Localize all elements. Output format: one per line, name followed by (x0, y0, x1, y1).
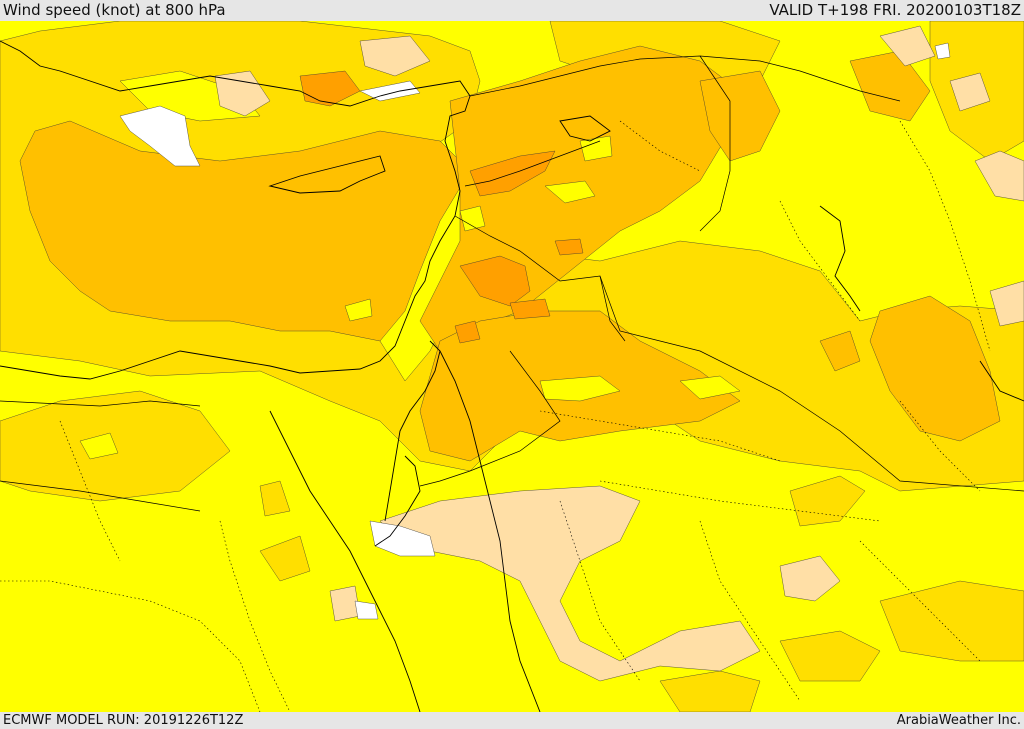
map-footer: ECMWF MODEL RUN: 20191226T12Z ArabiaWeat… (0, 712, 1024, 729)
field-calm (119, 42, 951, 620)
country-borders (0, 55, 1024, 512)
region-boundaries (0, 120, 991, 712)
coastlines (0, 40, 1024, 712)
map-title: Wind speed (knot) at 800 hPa (3, 1, 226, 19)
field-light (214, 25, 1024, 682)
valid-time: VALID T+198 FRI. 20200103T18Z (769, 1, 1021, 19)
wind-speed-map[interactable] (0, 21, 1024, 712)
credit-label: ArabiaWeather Inc. (896, 713, 1021, 728)
map-header: Wind speed (knot) at 800 hPa VALID T+198… (0, 0, 1024, 21)
model-run: ECMWF MODEL RUN: 20191226T12Z (3, 713, 244, 728)
